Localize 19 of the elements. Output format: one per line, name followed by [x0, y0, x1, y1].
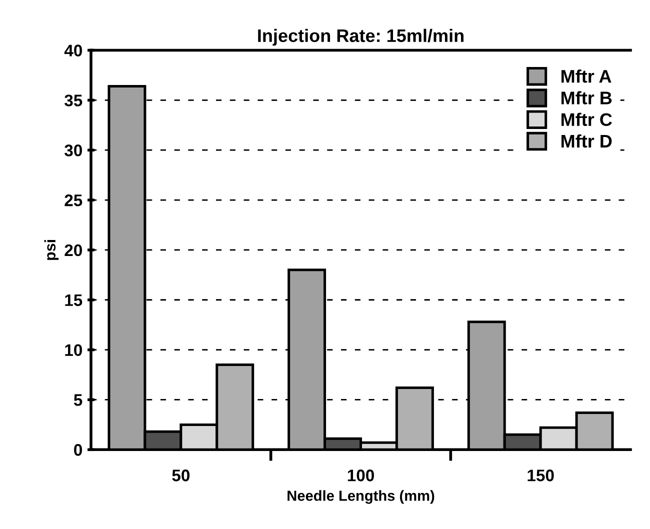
- y-tick-label: 5: [74, 394, 82, 406]
- y-tick-label: 35: [64, 94, 82, 106]
- x-tick-label: 100: [348, 470, 374, 482]
- legend-label: Mftr B: [562, 91, 612, 104]
- y-tick-label: 20: [64, 244, 82, 256]
- legend-label: Mftr A: [562, 69, 612, 83]
- x-tick-label: 150: [528, 470, 554, 482]
- y-axis-title: psi: [44, 240, 59, 260]
- y-tick-label: 15: [65, 294, 82, 306]
- y-tick-label: 40: [64, 44, 82, 56]
- x-axis-title: Needle Lengths (mm): [288, 490, 434, 504]
- y-tick-label: 30: [64, 144, 82, 156]
- x-tick-label: 50: [172, 470, 190, 482]
- y-tick-label: 25: [64, 194, 82, 206]
- chart-title: Injection Rate: 15ml/min: [258, 28, 464, 46]
- legend-label: Mftr D: [562, 134, 612, 148]
- y-tick-label: 0: [74, 444, 82, 456]
- y-tick-label: 10: [65, 344, 82, 356]
- legend-label: Mftr C: [562, 112, 612, 126]
